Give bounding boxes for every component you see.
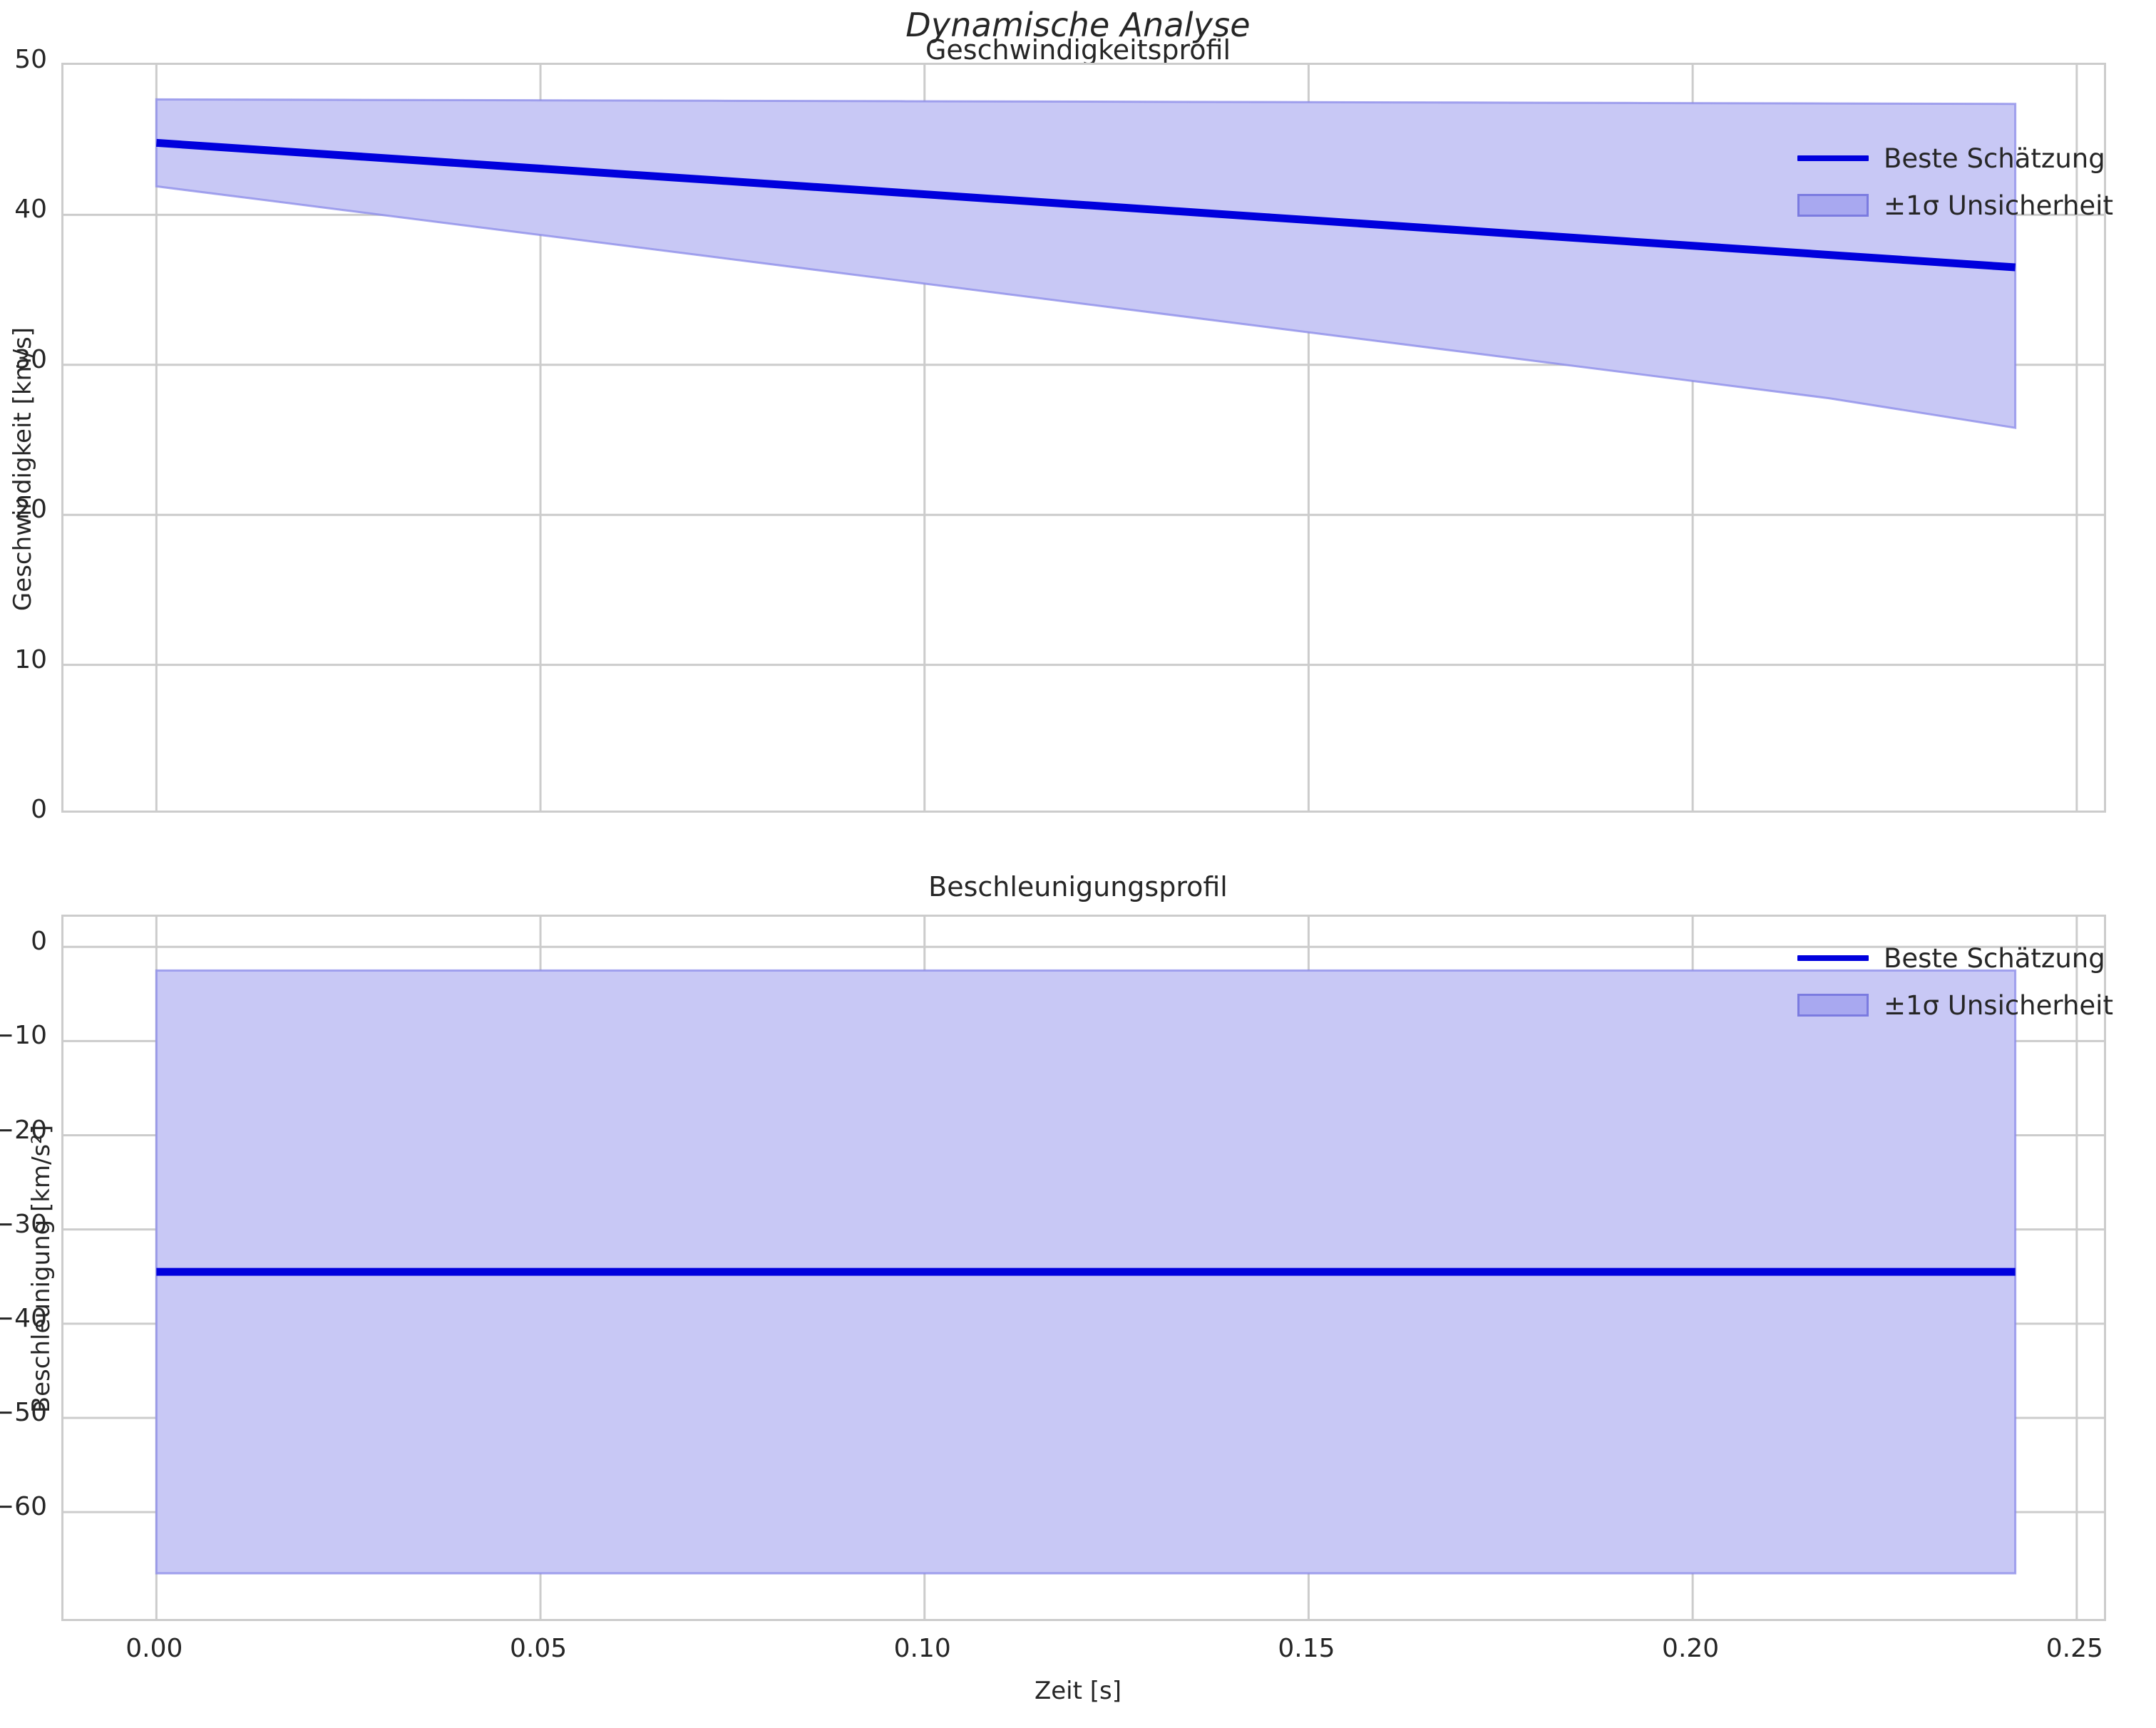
legend-line-swatch-icon xyxy=(1795,142,1871,175)
x-tick-label: 0.15 xyxy=(1278,1634,1335,1663)
legend-line-swatch-icon xyxy=(1795,942,1871,974)
legend-velocity: Beste Schätzung ±1σ Unsicherheit xyxy=(1795,140,2113,224)
legend-label-best-estimate: Beste Schätzung xyxy=(1884,143,2105,174)
axes-title-acceleration: Beschleunigungsprofil xyxy=(928,871,1228,902)
y-tick-label: −40 xyxy=(0,1303,47,1333)
legend-acceleration: Beste Schätzung ±1σ Unsicherheit xyxy=(1795,940,2113,1024)
y-tick-label: −50 xyxy=(0,1397,47,1427)
legend-label-best-estimate: Beste Schätzung xyxy=(1884,942,2105,974)
legend-label-uncertainty: ±1σ Unsicherheit xyxy=(1884,989,2113,1021)
y-tick-label: 30 xyxy=(14,344,47,374)
y-tick-label: −20 xyxy=(0,1115,47,1145)
legend-entry-uncertainty[interactable]: ±1σ Unsicherheit xyxy=(1795,187,2113,224)
plot-area-velocity xyxy=(61,63,2106,813)
acceleration-plot-svg xyxy=(63,917,2104,1619)
legend-entry-uncertainty[interactable]: ±1σ Unsicherheit xyxy=(1795,987,2113,1024)
x-tick-label: 0.20 xyxy=(1662,1634,1720,1663)
velocity-plot-svg xyxy=(63,65,2104,811)
legend-label-uncertainty: ±1σ Unsicherheit xyxy=(1884,190,2113,221)
y-tick-label: −60 xyxy=(0,1492,47,1522)
y-tick-label: −30 xyxy=(0,1209,47,1239)
plot-area-acceleration xyxy=(61,915,2106,1621)
legend-band-swatch-icon xyxy=(1795,989,1871,1022)
y-tick-label: −10 xyxy=(0,1021,47,1051)
x-tick-label: 0.25 xyxy=(2045,1634,2103,1663)
legend-band-swatch-icon xyxy=(1795,189,1871,222)
axes-title-velocity: Geschwindigkeitsprofil xyxy=(925,34,1231,66)
figure-suptitle: Dynamische Analyse xyxy=(905,6,1251,44)
x-tick-label: 0.05 xyxy=(509,1634,568,1663)
x-tick-label: 0.10 xyxy=(893,1634,951,1663)
legend-entry-best-estimate[interactable]: Beste Schätzung xyxy=(1795,140,2113,177)
y-tick-label: 10 xyxy=(14,644,47,674)
x-axis-label: Zeit [s] xyxy=(1034,1677,1122,1705)
y-tick-label: 50 xyxy=(14,45,47,74)
y-tick-label: 0 xyxy=(31,795,47,824)
legend-entry-best-estimate[interactable]: Beste Schätzung xyxy=(1795,940,2113,977)
y-tick-label: 0 xyxy=(31,927,47,957)
y-tick-label: 40 xyxy=(14,195,47,225)
y-tick-label: 20 xyxy=(14,495,47,525)
x-tick-label: 0.00 xyxy=(125,1634,183,1663)
